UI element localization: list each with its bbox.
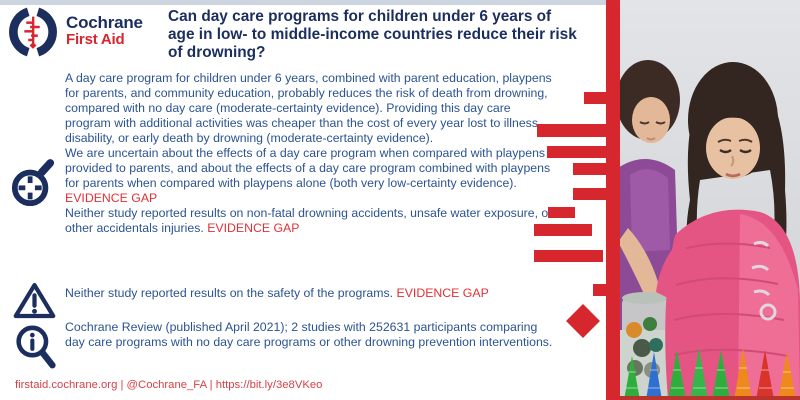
- forest-plot-bar: [584, 92, 606, 104]
- findings-text: A day care program for children under 6 …: [65, 71, 559, 236]
- toy-cones: [620, 348, 800, 400]
- forest-plot-bar: [573, 188, 606, 200]
- top-accent-strip: [0, 0, 620, 5]
- safety-statement: Neither study reported results on the sa…: [65, 286, 394, 300]
- page-title: Can day care programs for children under…: [168, 8, 577, 62]
- logo-forest-plot: [24, 16, 40, 49]
- forest-plot-bar: [537, 124, 631, 137]
- glitter-print: [751, 240, 777, 321]
- forest-plot-bar: [573, 163, 631, 175]
- forest-plot-bar: [548, 207, 575, 218]
- photo-children-playing: [620, 0, 800, 400]
- evidence-gap-label: EVIDENCE GAP: [207, 221, 300, 235]
- child-right: [656, 62, 800, 400]
- forest-plot-bar: [534, 250, 603, 262]
- info-magnifier-icon: [16, 325, 56, 369]
- cochrane-logo-icon: [9, 7, 57, 57]
- review-info-text: Cochrane Review (published April 2021); …: [65, 320, 553, 349]
- forest-plot-bar: [534, 224, 592, 236]
- forest-plot-bar: [547, 146, 606, 158]
- finding-benefit-paragraph: A day care program for children under 6 …: [65, 71, 552, 145]
- finding-uncertain-text: We are uncertain about the effects of a …: [65, 146, 551, 190]
- child-left: [620, 60, 680, 330]
- finding-outcomes-paragraph: Neither study reported results on non-fa…: [65, 206, 559, 236]
- scope-magnifier-icon: [11, 159, 55, 207]
- finding-uncertain-paragraph: We are uncertain about the effects of a …: [65, 146, 559, 206]
- finding-outcomes-text: Neither study reported results on non-fa…: [65, 206, 553, 235]
- evidence-gap-label: EVIDENCE GAP: [396, 286, 489, 300]
- forest-plot-axis: [606, 0, 620, 400]
- warning-triangle-icon: [13, 282, 56, 319]
- brand-org: Cochrane: [66, 13, 143, 32]
- brand-program: First Aid: [66, 30, 125, 48]
- forest-plot-diamond: [566, 304, 600, 338]
- brand-text: Cochrane First Aid: [66, 14, 143, 48]
- evidence-gap-label: EVIDENCE GAP: [65, 191, 158, 205]
- footer-links[interactable]: firstaid.cochrane.org | @Cochrane_FA | h…: [15, 379, 323, 391]
- safety-text: Neither study reported results on the sa…: [65, 286, 559, 301]
